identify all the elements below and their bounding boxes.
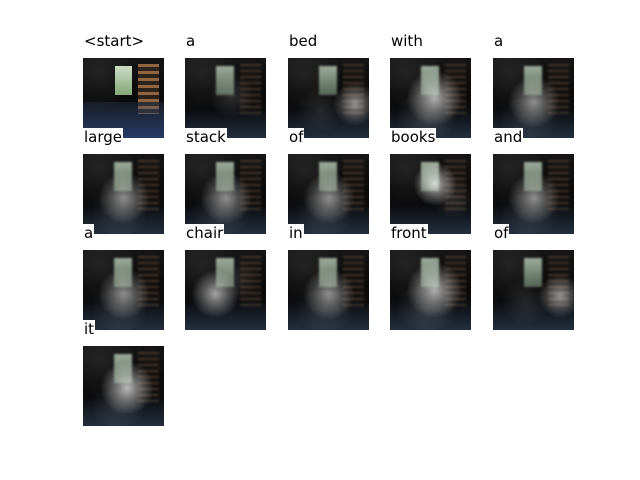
attention-blob — [97, 171, 151, 224]
attention-blob — [507, 75, 561, 128]
caption-word: stack — [185, 128, 227, 146]
caption-word: of — [288, 128, 305, 146]
attention-heatmap-image — [288, 58, 369, 138]
caption-word: <start> — [83, 32, 146, 50]
attention-blob — [507, 171, 561, 224]
attention-blob — [83, 194, 156, 234]
window-region — [523, 258, 542, 287]
attention-heatmap-image — [83, 154, 164, 234]
attention-heatmap-image — [493, 58, 574, 138]
caption-word: it — [83, 320, 96, 338]
bookshelf-region — [240, 256, 262, 306]
attention-blob — [191, 270, 241, 318]
attention-blob — [97, 267, 151, 320]
attention-blob — [199, 171, 253, 224]
attention-blob — [537, 274, 574, 318]
attention-blob — [83, 290, 156, 330]
attention-blob — [100, 360, 154, 417]
attention-blob — [406, 70, 463, 126]
attention-blob — [412, 162, 458, 206]
bookshelf-region — [240, 64, 262, 114]
attention-heatmap-image — [390, 154, 471, 234]
caption-word: and — [493, 128, 524, 146]
attention-heatmap-image — [83, 250, 164, 330]
window-region — [114, 66, 133, 95]
window-region — [318, 66, 337, 95]
caption-word: a — [493, 32, 505, 50]
attention-heatmap-image — [493, 250, 574, 330]
caption-word: chair — [185, 224, 225, 242]
caption-word: books — [390, 128, 437, 146]
attention-heatmap-image — [83, 58, 164, 138]
attention-heatmap-image — [185, 250, 266, 330]
attention-blob — [501, 278, 550, 326]
attention-heatmap-image — [185, 154, 266, 234]
attention-blob — [288, 290, 361, 330]
caption-word: large — [83, 128, 124, 146]
attention-blob — [332, 82, 369, 126]
caption-word: front — [390, 224, 428, 242]
caption-word: of — [493, 224, 510, 242]
attention-heatmap-image — [288, 154, 369, 234]
bookshelf-region — [138, 64, 160, 114]
attention-blob — [209, 74, 254, 118]
attention-heatmap-image — [185, 58, 266, 138]
attention-heatmap-image — [288, 250, 369, 330]
attention-blob — [213, 258, 258, 302]
caption-word: with — [390, 32, 424, 50]
attention-blob — [406, 262, 463, 318]
caption-word: bed — [288, 32, 319, 50]
attention-blob — [296, 86, 345, 134]
caption-word: a — [83, 224, 95, 242]
attention-blob — [302, 171, 356, 224]
attention-blob — [390, 286, 463, 330]
attention-blob — [83, 390, 152, 426]
attention-heatmap-image — [493, 154, 574, 234]
attention-blob — [434, 174, 471, 222]
caption-word: in — [288, 224, 304, 242]
caption-word: a — [185, 32, 197, 50]
attention-heatmap-image — [390, 58, 471, 138]
attention-heatmap-image — [390, 250, 471, 330]
window-region — [215, 66, 234, 95]
attention-blob — [302, 267, 356, 320]
attention-heatmap-image — [83, 346, 164, 426]
